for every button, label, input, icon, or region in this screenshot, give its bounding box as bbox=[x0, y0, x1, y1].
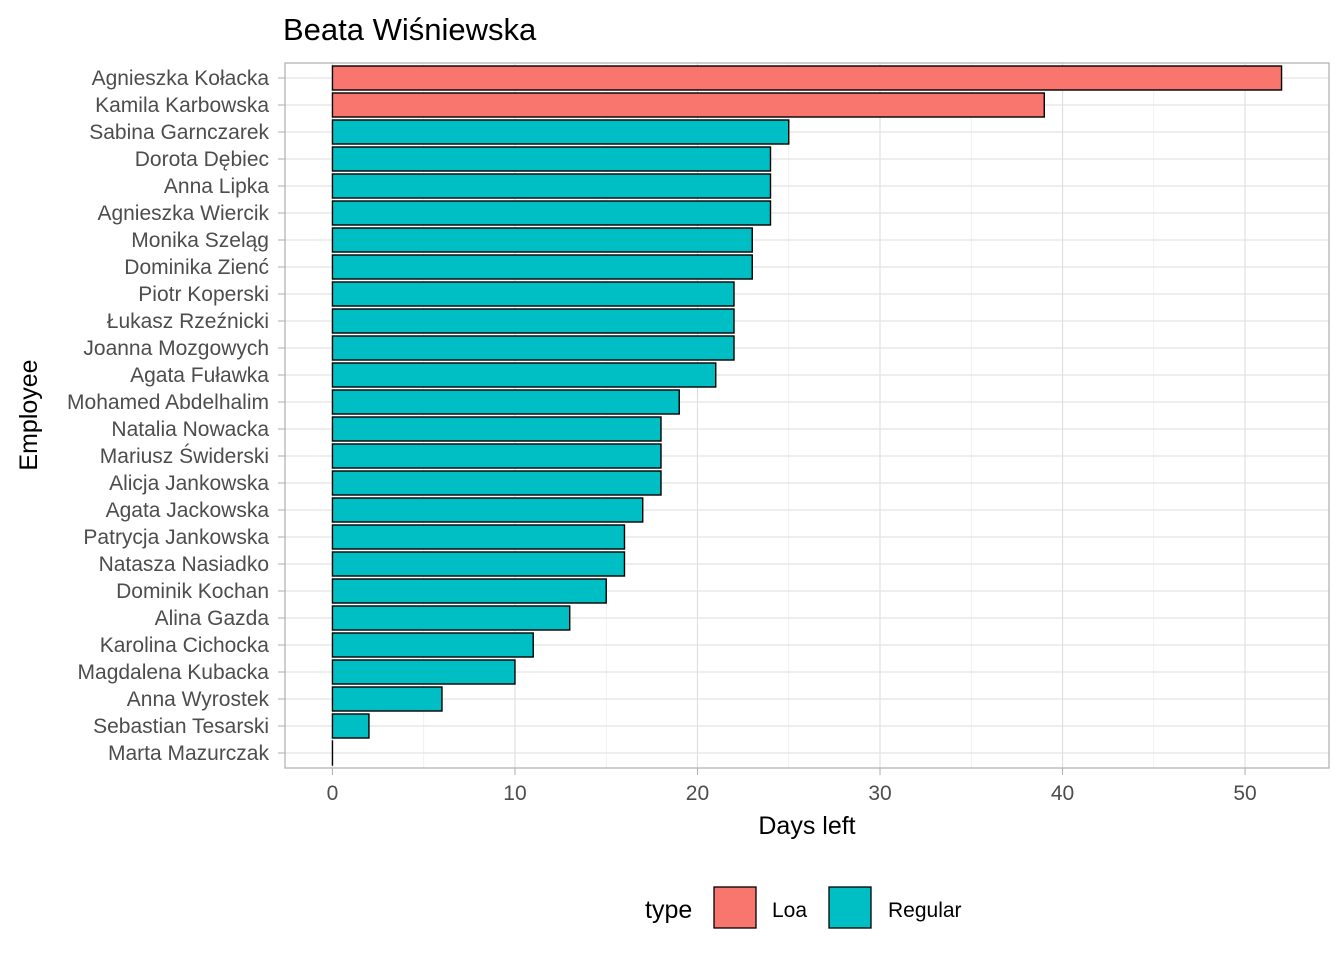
y-tick-label: Kamila Karbowska bbox=[95, 94, 269, 117]
bar bbox=[331, 227, 753, 253]
y-tick-label: Anna Lipka bbox=[164, 175, 269, 198]
y-tick-label: Sebastian Tesarski bbox=[93, 715, 269, 738]
y-tick-label: Łukasz Rzeźnicki bbox=[107, 310, 269, 333]
y-tick-label: Karolina Cichocka bbox=[100, 634, 270, 657]
bar bbox=[331, 92, 1045, 118]
bar bbox=[331, 713, 370, 739]
legend-key-regular bbox=[828, 886, 872, 929]
bar bbox=[331, 281, 735, 307]
bar bbox=[331, 551, 626, 577]
y-tick-label: Magdalena Kubacka bbox=[78, 661, 270, 684]
x-tick-label: 20 bbox=[686, 782, 709, 805]
bar bbox=[331, 119, 790, 145]
x-tick-label: 40 bbox=[1051, 782, 1074, 805]
bar bbox=[331, 443, 662, 469]
bar bbox=[331, 416, 662, 442]
bar bbox=[331, 173, 772, 199]
bar bbox=[331, 605, 571, 631]
legend-key-loa bbox=[713, 886, 757, 929]
bar bbox=[331, 254, 753, 280]
y-tick-label: Alina Gazda bbox=[155, 607, 270, 630]
bar bbox=[331, 389, 680, 415]
y-tick-label: Monika Szeląg bbox=[131, 229, 269, 252]
x-tick-label: 30 bbox=[868, 782, 891, 805]
y-tick-label: Marta Mazurczak bbox=[108, 742, 270, 765]
y-tick-label: Dominik Kochan bbox=[116, 580, 269, 603]
bar bbox=[331, 686, 443, 712]
bar bbox=[331, 659, 516, 685]
bar bbox=[331, 362, 717, 388]
bar bbox=[331, 335, 735, 361]
legend-label-loa: Loa bbox=[772, 899, 807, 922]
bar bbox=[331, 632, 534, 658]
bar bbox=[331, 470, 662, 496]
y-tick-label: Agata Jackowska bbox=[106, 499, 270, 522]
bar bbox=[331, 524, 626, 550]
bar bbox=[331, 146, 772, 172]
x-tick-label: 10 bbox=[503, 782, 526, 805]
y-tick-label: Anna Wyrostek bbox=[127, 688, 270, 711]
y-tick-label: Natasza Nasiadko bbox=[99, 553, 269, 576]
x-axis-label: Days left bbox=[758, 812, 855, 840]
y-tick-labels: Agnieszka Kołacka Kamila Karbowska Sabina … bbox=[67, 67, 285, 765]
y-tick-label: Joanna Mozgowych bbox=[83, 337, 269, 360]
y-tick-label: Sabina Garnczarek bbox=[89, 121, 269, 144]
panel-border bbox=[284, 62, 1330, 769]
legend-title: type bbox=[645, 896, 692, 924]
y-tick-label: Agnieszka Kołacka bbox=[92, 67, 270, 90]
y-axis-label: Employee bbox=[15, 359, 43, 470]
bar bbox=[331, 308, 735, 334]
y-tick-label: Piotr Koperski bbox=[138, 283, 269, 306]
y-tick-label: Mohamed Abdelhalim bbox=[67, 391, 269, 414]
y-tick-label: Dorota Dębiec bbox=[135, 148, 269, 171]
x-tick-label: 0 bbox=[327, 782, 339, 805]
y-tick-label: Alicja Jankowska bbox=[109, 472, 269, 495]
x-tick-label: 50 bbox=[1233, 782, 1256, 805]
y-tick-label: Agnieszka Wiercik bbox=[97, 202, 269, 225]
legend: type Loa Regular bbox=[645, 886, 962, 929]
bar bbox=[331, 578, 607, 604]
bar bbox=[331, 200, 772, 226]
legend-label-regular: Regular bbox=[888, 899, 962, 922]
y-tick-label: Mariusz Świderski bbox=[100, 444, 269, 468]
chart-title: Beata Wiśniewska bbox=[283, 12, 537, 47]
bar bbox=[331, 65, 1283, 91]
y-tick-label: Natalia Nowacka bbox=[111, 418, 269, 441]
y-tick-label: Agata Fuławka bbox=[130, 364, 269, 387]
bars bbox=[331, 65, 1283, 766]
y-tick-label: Patrycja Jankowska bbox=[83, 526, 269, 549]
x-tick-labels: 0 10 20 30 40 50 bbox=[327, 768, 1257, 805]
bar bbox=[331, 497, 644, 523]
y-tick-label: Dominika Zienć bbox=[124, 256, 269, 279]
